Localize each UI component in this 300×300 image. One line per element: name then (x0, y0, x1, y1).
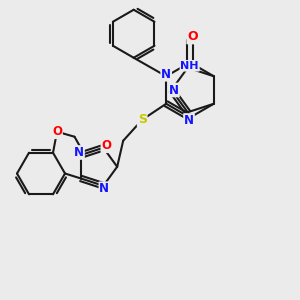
Text: N: N (74, 146, 84, 159)
Text: S: S (138, 113, 147, 126)
Text: O: O (187, 31, 198, 44)
Text: N: N (99, 182, 110, 195)
Text: O: O (101, 139, 111, 152)
Text: O: O (52, 125, 62, 138)
Text: N: N (184, 114, 194, 127)
Text: N: N (161, 68, 171, 81)
Text: NH: NH (180, 61, 199, 71)
Text: N: N (169, 83, 179, 97)
